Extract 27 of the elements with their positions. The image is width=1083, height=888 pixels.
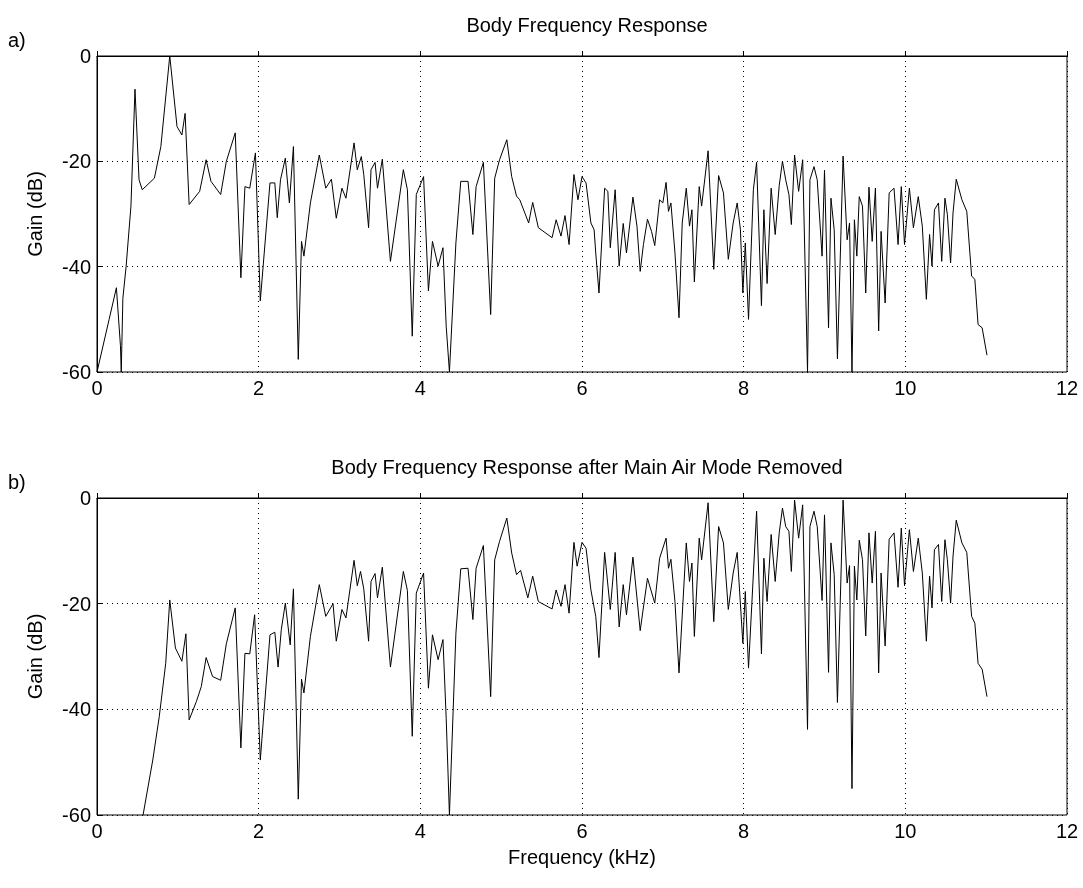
y-axis-title: Gain (dB) <box>24 613 46 700</box>
chart-title: Body Frequency Response <box>466 14 708 36</box>
x-axis-title: Frequency (kHz) <box>508 846 656 868</box>
x-tick-label: 12 <box>1055 377 1079 399</box>
y-tick-label: 0 <box>79 487 91 509</box>
y-tick-label: -40 <box>62 255 91 278</box>
y-axis-title: Gain (dB) <box>24 171 46 257</box>
x-tick-label: 2 <box>253 377 265 399</box>
text: b) <box>8 471 26 493</box>
x-tick-label: 4 <box>414 820 426 842</box>
y-tick-label: -20 <box>62 150 91 173</box>
x-tick-label: 2 <box>253 820 265 842</box>
y-tick-label: -60 <box>62 361 91 383</box>
y-tick-label: 0 <box>79 45 91 67</box>
x-tick-label: 4 <box>414 377 426 399</box>
x-tick-label: 12 <box>1055 820 1079 842</box>
x-tick-label: 8 <box>738 377 750 399</box>
text: a) <box>8 29 26 51</box>
x-tick-label: 6 <box>576 820 588 842</box>
x-tick-label: 8 <box>738 820 750 842</box>
x-tick-label: 10 <box>894 820 917 842</box>
y-tick-label: -20 <box>62 592 91 615</box>
chart-title: Body Frequency Response after Main Air Mode Removed <box>331 456 843 478</box>
y-tick-label: -60 <box>62 804 91 826</box>
y-tick-label: -40 <box>62 698 91 721</box>
x-tick-label: 10 <box>894 377 917 399</box>
x-tick-label: 6 <box>576 377 588 399</box>
